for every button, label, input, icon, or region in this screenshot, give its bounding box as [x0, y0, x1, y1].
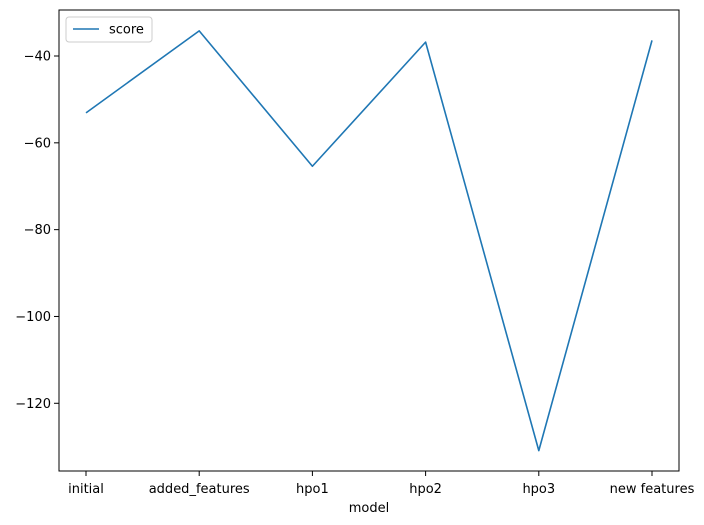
legend-label: score	[109, 23, 144, 38]
x-axis-label: model	[349, 501, 389, 516]
y-tick-label: −40	[24, 50, 51, 65]
series-layer	[85, 30, 653, 452]
legend: score	[65, 16, 153, 43]
y-tick-label: −60	[24, 136, 51, 151]
y-tick-label: −80	[24, 223, 51, 238]
x-tick-label: hpo1	[296, 482, 329, 497]
plot-area	[58, 9, 680, 472]
y-tick-label: −100	[15, 310, 51, 325]
x-tick-label: new features	[610, 482, 695, 497]
plot-frame	[58, 9, 680, 472]
x-tick-label: hpo3	[522, 482, 555, 497]
x-tick-label: added_features	[149, 482, 250, 497]
y-tick-label: −120	[15, 397, 51, 412]
x-tick-label: hpo2	[409, 482, 442, 497]
y-axis: −40 −60 −80 −100 −120	[15, 50, 59, 412]
x-axis: initial added_features hpo1 hpo2 hpo3 new fea…	[68, 471, 695, 497]
x-tick-label: initial	[68, 482, 104, 497]
series-line-score	[85, 30, 653, 452]
legend-box	[65, 16, 153, 43]
